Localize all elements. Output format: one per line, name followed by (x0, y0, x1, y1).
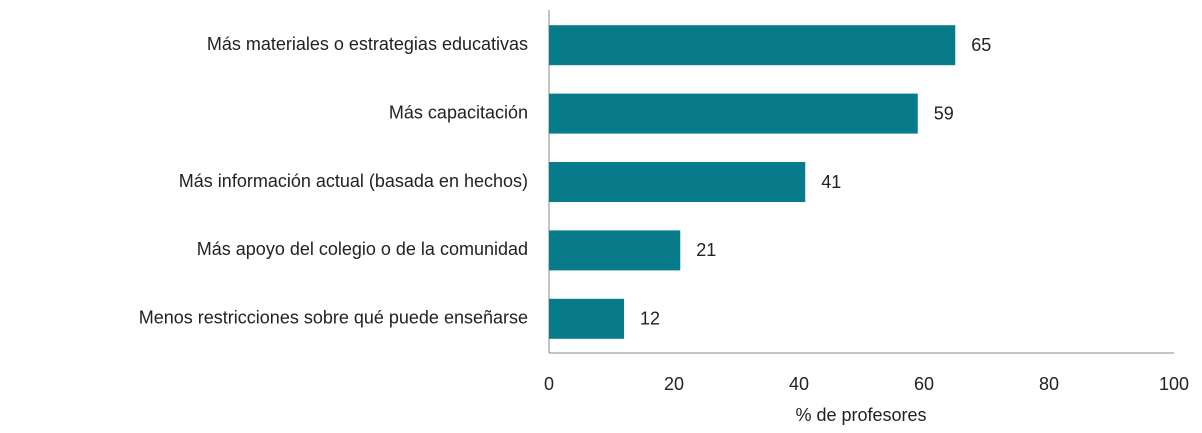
x-tick-label: 100 (1159, 374, 1189, 394)
data-label: 41 (821, 172, 841, 192)
x-tick-label: 40 (789, 374, 809, 394)
bar (549, 162, 806, 202)
data-label: 59 (934, 103, 954, 123)
x-tick-label: 80 (1039, 374, 1059, 394)
x-tick-label: 20 (664, 374, 684, 394)
bar (549, 298, 624, 339)
x-tick-label: 60 (914, 374, 934, 394)
y-tick-label: Menos restricciones sobre qué puede ense… (139, 308, 528, 328)
y-tick-label: Más información actual (basada en hechos… (179, 171, 528, 191)
data-label: 21 (696, 240, 716, 260)
y-tick-label: Más materiales o estrategias educativas (207, 34, 528, 54)
x-tick-label: 0 (544, 374, 554, 394)
bar (549, 25, 956, 66)
data-label: 12 (640, 309, 660, 329)
bar (549, 230, 681, 271)
x-axis-label: % de profesores (795, 405, 926, 425)
data-label: 65 (971, 35, 991, 55)
y-tick-label: Más capacitación (389, 102, 528, 122)
y-tick-label: Más apoyo del colegio o de la comunidad (197, 239, 528, 259)
bar (549, 93, 918, 134)
